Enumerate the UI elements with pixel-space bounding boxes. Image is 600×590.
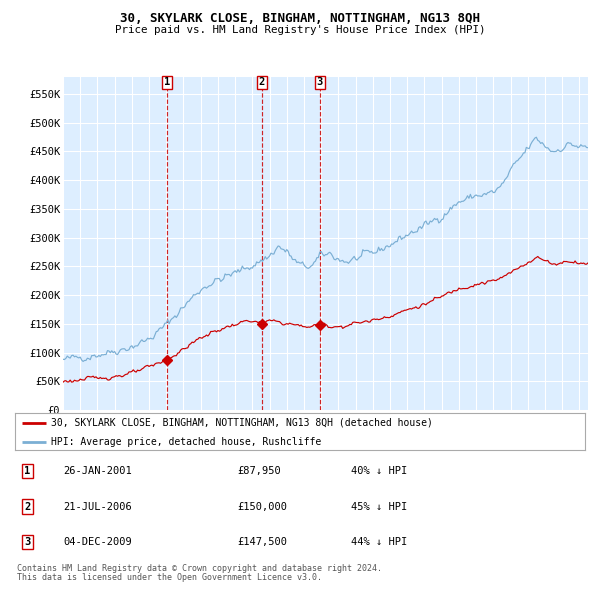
Text: 44% ↓ HPI: 44% ↓ HPI (351, 537, 407, 547)
Text: 1: 1 (25, 466, 31, 476)
Text: 45% ↓ HPI: 45% ↓ HPI (351, 502, 407, 512)
Text: This data is licensed under the Open Government Licence v3.0.: This data is licensed under the Open Gov… (17, 573, 322, 582)
Text: Price paid vs. HM Land Registry's House Price Index (HPI): Price paid vs. HM Land Registry's House … (115, 25, 485, 35)
Text: 2: 2 (259, 77, 265, 87)
Text: £150,000: £150,000 (238, 502, 287, 512)
Text: 2: 2 (25, 502, 31, 512)
Text: HPI: Average price, detached house, Rushcliffe: HPI: Average price, detached house, Rush… (51, 437, 321, 447)
Text: 26-JAN-2001: 26-JAN-2001 (64, 466, 132, 476)
Text: 04-DEC-2009: 04-DEC-2009 (64, 537, 132, 547)
Text: 30, SKYLARK CLOSE, BINGHAM, NOTTINGHAM, NG13 8QH (detached house): 30, SKYLARK CLOSE, BINGHAM, NOTTINGHAM, … (51, 418, 433, 428)
Text: 1: 1 (164, 77, 170, 87)
Text: 3: 3 (317, 77, 323, 87)
Text: £147,500: £147,500 (238, 537, 287, 547)
Text: 30, SKYLARK CLOSE, BINGHAM, NOTTINGHAM, NG13 8QH: 30, SKYLARK CLOSE, BINGHAM, NOTTINGHAM, … (120, 12, 480, 25)
Text: £87,950: £87,950 (238, 466, 281, 476)
Text: 3: 3 (25, 537, 31, 547)
Text: Contains HM Land Registry data © Crown copyright and database right 2024.: Contains HM Land Registry data © Crown c… (17, 564, 382, 573)
Text: 21-JUL-2006: 21-JUL-2006 (64, 502, 132, 512)
Text: 40% ↓ HPI: 40% ↓ HPI (351, 466, 407, 476)
